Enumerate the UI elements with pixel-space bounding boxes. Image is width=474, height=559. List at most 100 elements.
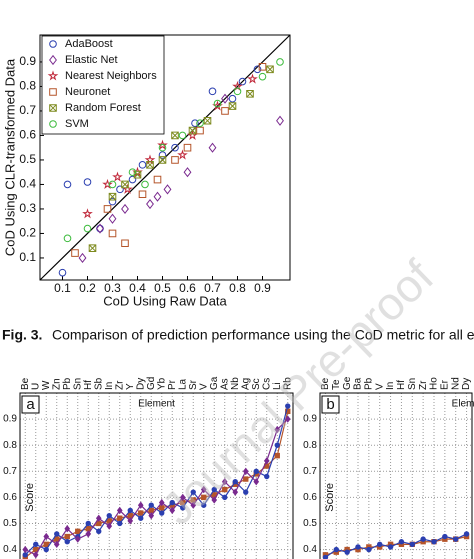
panel-label: b xyxy=(326,396,334,413)
y-tick-label: 0.8 xyxy=(303,440,317,451)
point xyxy=(117,515,123,521)
x-tick-label: V xyxy=(198,383,209,390)
x-tick-label: Pb xyxy=(62,377,73,390)
point xyxy=(188,126,197,135)
point xyxy=(43,546,49,553)
point xyxy=(96,520,102,527)
y-tick-label: 0.8 xyxy=(19,79,36,93)
y-tick-label: 0.3 xyxy=(19,201,36,215)
caption-label: Fig. 3. xyxy=(2,327,42,343)
y-axis-label: Score xyxy=(24,483,36,512)
point xyxy=(74,535,81,543)
point xyxy=(228,102,237,110)
point xyxy=(263,457,270,465)
y-tick-label: 0.2 xyxy=(19,226,36,240)
x-tick-label: Pr xyxy=(167,379,178,390)
point xyxy=(158,156,167,164)
legend-marker xyxy=(49,120,57,128)
point xyxy=(211,486,217,493)
point xyxy=(253,468,259,474)
point xyxy=(344,549,350,555)
x-tick-label: 0.2 xyxy=(79,281,96,295)
point xyxy=(169,499,175,506)
x-tick-label: 0.7 xyxy=(204,281,221,295)
x-tick-label: Zr xyxy=(114,380,125,390)
point xyxy=(43,541,49,548)
x-tick-label: Dy xyxy=(461,378,472,390)
point xyxy=(366,546,372,553)
x-tick-label: In xyxy=(385,382,396,390)
point xyxy=(78,252,87,264)
point xyxy=(95,514,102,522)
point xyxy=(58,268,67,277)
point xyxy=(83,224,92,233)
plot-frame xyxy=(19,392,294,559)
legend-label: Elastic Net xyxy=(65,54,118,66)
point xyxy=(158,498,165,507)
point xyxy=(213,99,222,108)
point xyxy=(177,149,188,160)
point xyxy=(246,90,254,98)
y-tick-label: 0.6 xyxy=(303,492,317,503)
point xyxy=(201,494,207,501)
point xyxy=(221,478,228,486)
point xyxy=(33,541,39,548)
point xyxy=(420,536,426,542)
point xyxy=(274,425,281,434)
point xyxy=(232,479,238,485)
point xyxy=(221,93,229,104)
x-tick-label: In xyxy=(104,382,115,390)
point xyxy=(276,115,284,126)
point xyxy=(103,205,112,213)
point xyxy=(63,234,72,243)
panel-label: a xyxy=(26,396,35,413)
x-tick-label: Be xyxy=(20,377,31,390)
point xyxy=(146,198,154,210)
point xyxy=(183,143,192,152)
point xyxy=(233,87,242,96)
x-tick-label: Cs xyxy=(261,378,272,390)
x-tick-label: Sc xyxy=(251,378,262,390)
y-tick-label: 0.5 xyxy=(3,518,17,529)
point xyxy=(196,119,204,127)
y-tick-label: 0.6 xyxy=(3,492,17,503)
x-tick-label: Sn xyxy=(72,378,83,390)
point xyxy=(180,505,186,511)
y-tick-label: 0.7 xyxy=(3,466,17,477)
point xyxy=(284,415,291,423)
point xyxy=(106,512,112,519)
point xyxy=(190,489,196,495)
point xyxy=(398,539,405,545)
legend-marker xyxy=(49,88,57,96)
point xyxy=(387,544,394,550)
point xyxy=(32,551,39,559)
x-tick-label: 0.9 xyxy=(254,281,271,295)
point xyxy=(88,244,97,252)
point xyxy=(242,467,249,475)
point xyxy=(243,476,249,482)
point xyxy=(153,191,162,202)
x-tick-label: U xyxy=(30,383,41,390)
point xyxy=(138,510,144,516)
point xyxy=(247,73,258,84)
y-tick-label: 0.8 xyxy=(3,440,17,451)
point xyxy=(222,486,228,493)
x-tick-label: La xyxy=(177,378,188,390)
point xyxy=(108,229,117,238)
panel-title: Element xyxy=(452,399,474,410)
point xyxy=(157,139,168,150)
legend-label: Nearest Neighbors xyxy=(65,70,157,82)
point xyxy=(266,65,274,74)
y-tick-label: 0.4 xyxy=(303,544,317,555)
point xyxy=(208,142,217,153)
point xyxy=(276,58,284,66)
x-tick-label: Rb xyxy=(282,377,293,390)
point xyxy=(222,494,228,501)
y-axis-label: Score xyxy=(324,483,336,512)
point xyxy=(253,65,262,74)
point xyxy=(75,528,81,534)
point xyxy=(203,116,212,125)
point xyxy=(127,517,134,525)
plot-frame xyxy=(39,34,291,281)
point xyxy=(53,540,60,549)
